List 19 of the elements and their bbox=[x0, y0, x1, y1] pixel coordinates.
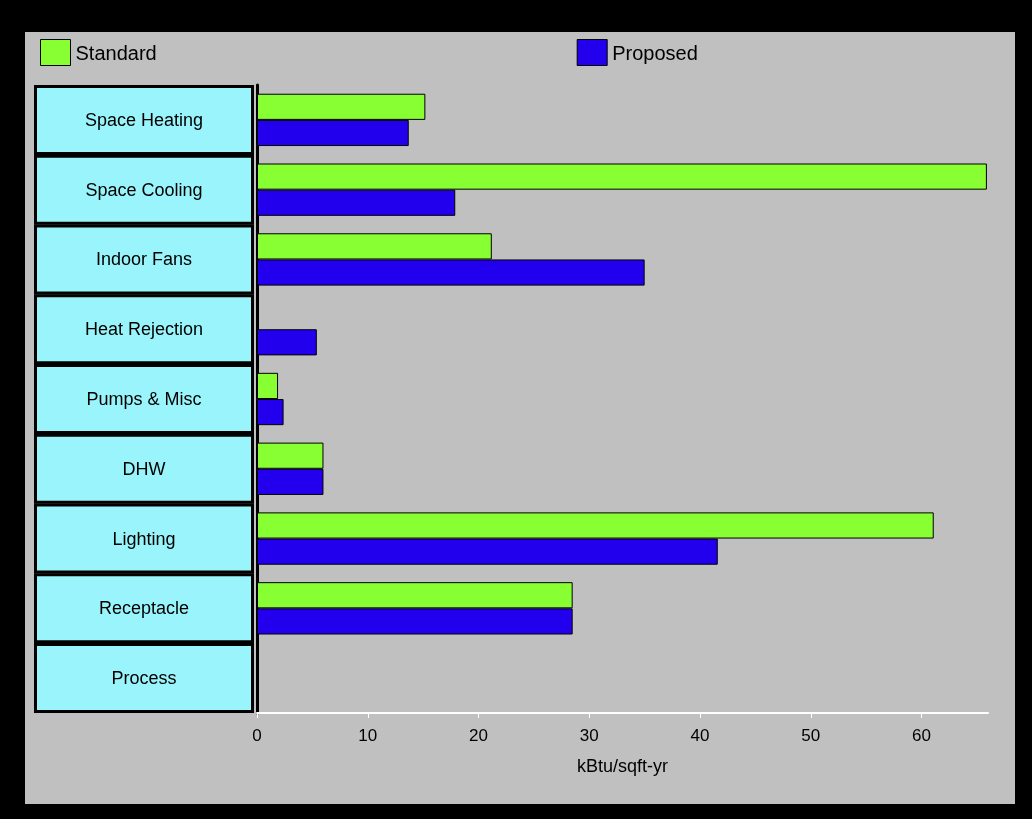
y-tick-label: DHW bbox=[122, 458, 166, 479]
x-axis-title: kBtu/sqft-yr bbox=[576, 756, 669, 776]
x-tick-label: 40 bbox=[690, 726, 710, 745]
y-tick-label: Space Heating bbox=[84, 109, 204, 130]
x-tick-label: 0 bbox=[252, 726, 262, 745]
y-tick-label: Process bbox=[111, 668, 177, 689]
y-tick-label: Space Cooling bbox=[85, 179, 203, 200]
x-tick-label: 10 bbox=[358, 726, 378, 745]
legend-label: Standard bbox=[75, 41, 157, 64]
x-tick-label: 30 bbox=[579, 726, 599, 745]
x-tick-label: 50 bbox=[801, 726, 821, 745]
y-tick-label: Indoor Fans bbox=[95, 249, 193, 270]
x-tick-label: 60 bbox=[912, 726, 932, 745]
y-tick-label: Pumps & Misc bbox=[86, 389, 202, 409]
y-tick-label: Receptacle bbox=[98, 598, 190, 619]
legend-label: Proposed bbox=[612, 41, 698, 64]
y-tick-label: Heat Rejection bbox=[84, 319, 204, 340]
x-tick-label: 20 bbox=[469, 726, 488, 745]
y-tick-label: Lighting bbox=[112, 528, 176, 549]
